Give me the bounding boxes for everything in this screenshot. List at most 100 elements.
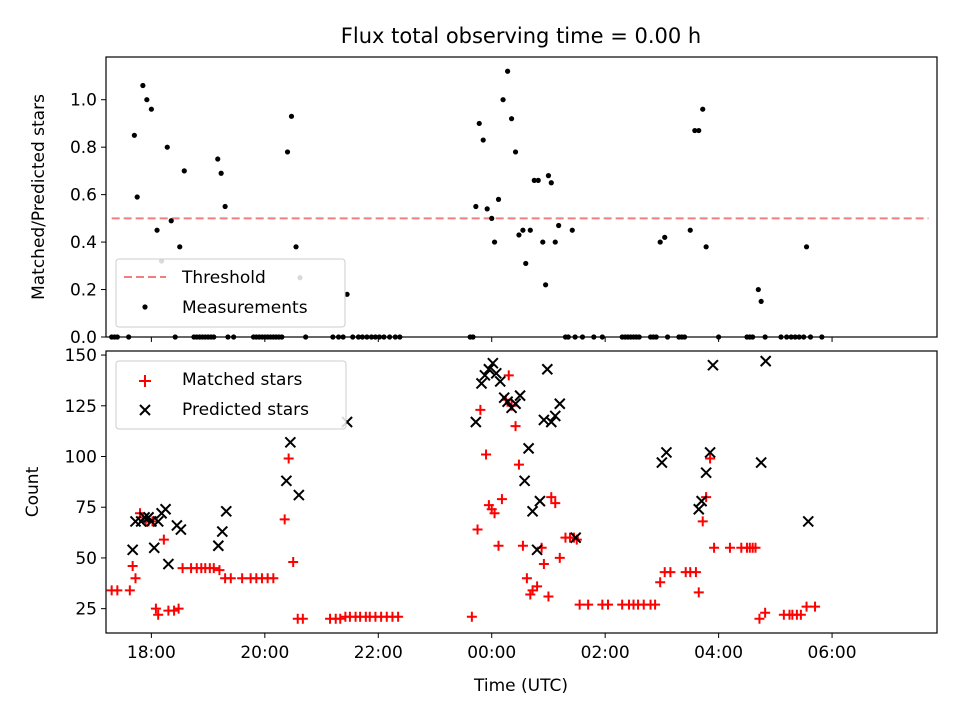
matched-stars-point [521, 573, 532, 584]
top-y-tick-label: 0.6 [70, 186, 97, 206]
matched-stars-point [472, 524, 483, 535]
predicted-stars-point [802, 515, 814, 528]
matched-stars-point [214, 565, 225, 576]
bottom-panel: 25 50 75 100 125 150 18:00 20:00 22:00 00:00 02:0… [23, 346, 938, 696]
bottom-plot-frame [105, 350, 938, 634]
matched-stars-point [268, 573, 279, 584]
measurements-point [505, 68, 511, 74]
top-y-axis-label: Matched/Predicted stars [29, 94, 49, 300]
bottom-legend: Matched stars Predicted stars [115, 360, 347, 430]
x-axis-label: Time (UTC) [473, 676, 568, 696]
matched-stars-point [517, 540, 528, 551]
measurements-point [696, 127, 702, 134]
predicted-stars-point [660, 446, 673, 459]
predicted-stars-point [212, 540, 225, 552]
measurements-point [569, 227, 575, 233]
measurements-point [473, 203, 479, 210]
measurements-point [548, 180, 554, 186]
measurements-point [692, 127, 698, 134]
measurements-point [215, 156, 221, 162]
predicted-stars-point [704, 446, 716, 459]
matched-stars-point [481, 449, 492, 460]
top-panel: 0.0 0.2 0.4 0.6 0.8 1.0 Matched/Predicted sta… [29, 56, 938, 348]
bottom-x-tick-label: 02:00 [581, 643, 630, 663]
matched-stars-point [288, 556, 299, 567]
matched-stars-point [690, 567, 701, 578]
legend-predicted-label: Predicted stars [182, 400, 309, 420]
matched-stars-point [503, 370, 514, 381]
legend-measurements-label: Measurements [182, 298, 308, 318]
predicted-stars-point [293, 489, 305, 501]
predicted-stars-point [494, 375, 506, 388]
matched-stars-point [489, 508, 500, 519]
top-legend-frame [115, 258, 346, 328]
matched-stars-point [283, 453, 294, 464]
matched-stars-point [150, 603, 161, 614]
predicted-stars-point [148, 542, 160, 554]
measurements-point [344, 291, 350, 297]
predicted-stars-point [514, 389, 526, 402]
matched-stars-point [158, 534, 169, 545]
matched-stars-point [335, 613, 346, 624]
measurements-point [527, 227, 533, 233]
bottom-y-tick-label: 75 [75, 498, 97, 518]
matched-stars-point [724, 542, 735, 553]
measurements-point [657, 239, 663, 245]
measurements-point [755, 286, 761, 293]
measurements-point [556, 222, 562, 229]
predicted-stars-point [479, 369, 491, 382]
measurements-point [491, 239, 498, 245]
measurements-point [758, 298, 764, 305]
measurements-point [164, 144, 170, 150]
matched-stars-point [665, 567, 676, 578]
matched-stars-point [550, 498, 561, 509]
matched-stars-point [697, 516, 708, 527]
measurements-point [803, 244, 810, 250]
measurements-point [154, 227, 160, 233]
measurements-point [687, 227, 693, 233]
measurements-point [552, 239, 558, 245]
measurements-point [480, 137, 486, 143]
predicted-stars-point [490, 367, 502, 380]
chart-title: Flux total observing time = 0.00 h [341, 24, 701, 48]
matched-stars-point [810, 601, 821, 612]
matched-stars-point [546, 492, 557, 503]
matched-stars-point [177, 563, 188, 574]
matched-stars-point [279, 514, 290, 525]
measurements-point [523, 260, 529, 267]
bottom-x-tick-label: 18:00 [127, 643, 176, 663]
bottom-x-tick-label: 04:00 [694, 643, 743, 663]
matched-stars-point [801, 601, 812, 612]
top-y-tick-label: 1.0 [70, 91, 97, 111]
predicted-stars-point [554, 398, 566, 410]
legend-measurements-swatch [142, 304, 148, 310]
matched-stars-point [393, 611, 404, 622]
legend-predicted-swatch [139, 404, 151, 416]
matched-stars-point [225, 573, 236, 584]
predicted-stars-point [707, 359, 719, 371]
matched-stars-point [173, 603, 184, 614]
bottom-legend-frame [115, 360, 347, 430]
predicted-stars-point [152, 515, 164, 528]
top-y-tick-label: 0.2 [70, 281, 97, 301]
matched-stars-point [795, 609, 806, 620]
top-y-ticks: 0.0 0.2 0.4 0.6 0.8 1.0 [70, 91, 106, 348]
measurements-point [181, 168, 187, 174]
measurements-point [293, 244, 299, 250]
matched-stars-point [237, 573, 248, 584]
measurements-point [288, 113, 295, 119]
matched-stars-point [496, 494, 507, 505]
measurements-point [140, 82, 146, 89]
measurements-point [535, 177, 541, 183]
predicted-stars-point [541, 363, 554, 375]
predicted-stars-point [220, 505, 232, 517]
predicted-stars-point [216, 525, 228, 538]
predicted-stars-point [159, 503, 172, 515]
predicted-stars-point [175, 523, 187, 536]
matched-stars-point [574, 599, 585, 610]
matched-stars-point [130, 573, 141, 584]
matched-stars-point [475, 404, 486, 415]
bottom-y-ticks: 25 50 75 100 125 150 [65, 346, 106, 620]
bottom-y-tick-label: 125 [65, 397, 97, 417]
